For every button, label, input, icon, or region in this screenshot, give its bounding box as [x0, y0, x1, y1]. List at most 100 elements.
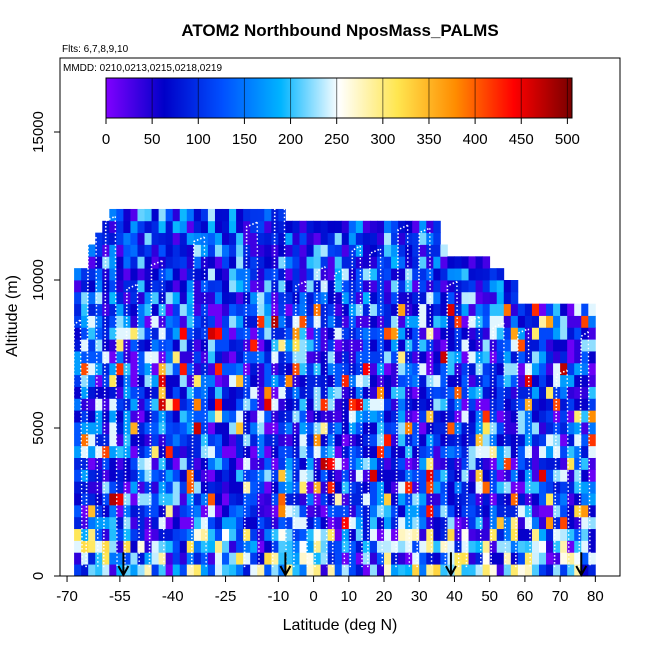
x-tick-label: 40 — [446, 588, 463, 605]
heatmap-cell — [299, 232, 307, 245]
heatmap-cell — [503, 303, 512, 316]
y-tick-label: 0 — [30, 572, 47, 580]
heatmap-cell — [116, 362, 124, 376]
heatmap-cell — [454, 457, 462, 470]
heatmap-cell — [391, 516, 399, 530]
heatmap-cell — [193, 445, 202, 458]
heatmap-cell — [440, 433, 448, 447]
heatmap-cell — [376, 433, 385, 447]
heatmap-cell — [95, 552, 103, 565]
heatmap-cell — [538, 516, 547, 530]
heatmap-cell — [503, 469, 512, 482]
heatmap-cell — [229, 398, 237, 411]
heatmap-cell — [165, 291, 174, 305]
heatmap-cell — [285, 220, 293, 234]
heatmap-cell — [285, 552, 293, 565]
heatmap-cell — [207, 291, 216, 305]
heatmap-cell — [102, 386, 110, 399]
heatmap-cell — [306, 244, 314, 257]
heatmap-cell — [334, 457, 343, 470]
heatmap-cell — [186, 433, 195, 447]
heatmap-cell — [538, 445, 547, 458]
heatmap-cell — [412, 232, 420, 245]
heatmap-cell — [362, 433, 371, 447]
heatmap-cell — [433, 268, 441, 281]
heatmap-cell — [560, 457, 568, 470]
heatmap-cell — [313, 445, 322, 458]
heatmap-cell — [503, 422, 512, 435]
heatmap-cell — [327, 564, 336, 576]
heatmap-cell — [426, 469, 434, 482]
heatmap-cell — [250, 433, 258, 447]
heatmap-cell — [236, 528, 244, 541]
heatmap-cell — [207, 303, 216, 316]
heatmap-cell — [348, 303, 357, 316]
heatmap-cell — [285, 244, 293, 257]
heatmap-cell — [193, 291, 202, 305]
heatmap-cell — [574, 469, 582, 482]
heatmap-cell — [271, 516, 279, 530]
heatmap-cell — [144, 398, 152, 411]
heatmap-cell — [193, 232, 202, 245]
heatmap-cell — [257, 268, 265, 281]
flight-track-descent — [136, 284, 140, 568]
heatmap-cell — [236, 220, 244, 234]
heatmap-cell — [468, 327, 476, 340]
heatmap-cell — [496, 339, 505, 352]
x-tick-label: -40 — [162, 588, 184, 605]
heatmap-cell — [257, 374, 265, 387]
heatmap-cell — [264, 398, 272, 411]
heatmap-cell — [214, 398, 223, 411]
heatmap-cell — [299, 280, 307, 293]
heatmap-cell — [560, 481, 568, 494]
heatmap-cell — [88, 540, 96, 553]
heatmap-cell — [440, 493, 448, 506]
heatmap-cell — [144, 410, 152, 423]
heatmap-cell — [524, 493, 533, 506]
heatmap-cell — [299, 516, 307, 530]
heatmap-cell — [489, 351, 498, 364]
heatmap-cell — [200, 362, 209, 376]
heatmap-cell — [517, 386, 526, 399]
heatmap-cell — [116, 374, 124, 387]
heatmap-cell — [560, 445, 568, 458]
heatmap-cell — [109, 362, 117, 376]
heatmap-cell — [116, 528, 124, 541]
heatmap-cell — [243, 327, 251, 340]
heatmap-cell — [489, 386, 498, 399]
heatmap-cell — [355, 327, 364, 340]
heatmap-cell — [172, 362, 181, 376]
heatmap-cell — [348, 528, 357, 541]
heatmap-cell — [116, 268, 124, 281]
heatmap-cell — [278, 504, 286, 518]
heatmap-cell — [567, 386, 575, 399]
heatmap-cell — [158, 410, 167, 423]
heatmap-cell — [144, 244, 152, 257]
heatmap-cell — [440, 552, 448, 565]
heatmap-cell — [229, 268, 237, 281]
heatmap-cell — [468, 303, 476, 316]
heatmap-cell — [200, 410, 209, 423]
heatmap-cell — [426, 268, 434, 281]
heatmap-cell — [151, 445, 160, 458]
heatmap-cell — [222, 493, 230, 506]
heatmap-cell — [440, 540, 448, 553]
heatmap-cell — [391, 504, 399, 518]
heatmap-cell — [179, 208, 188, 222]
heatmap-cell — [229, 457, 237, 470]
heatmap-cell — [355, 256, 364, 269]
heatmap-cell — [553, 457, 561, 470]
heatmap-cell — [102, 433, 110, 447]
heatmap-cell — [81, 481, 89, 494]
heatmap-cell — [257, 469, 265, 482]
heatmap-cell — [369, 493, 378, 506]
heatmap-cell — [285, 493, 293, 506]
heatmap-cell — [81, 410, 89, 423]
heatmap-cell — [257, 362, 265, 376]
heatmap-cell — [130, 445, 138, 458]
heatmap-cell — [574, 362, 582, 376]
heatmap-cell — [574, 516, 582, 530]
heatmap-cell — [398, 422, 406, 435]
heatmap-cell — [306, 315, 314, 328]
heatmap-cell — [172, 528, 181, 541]
